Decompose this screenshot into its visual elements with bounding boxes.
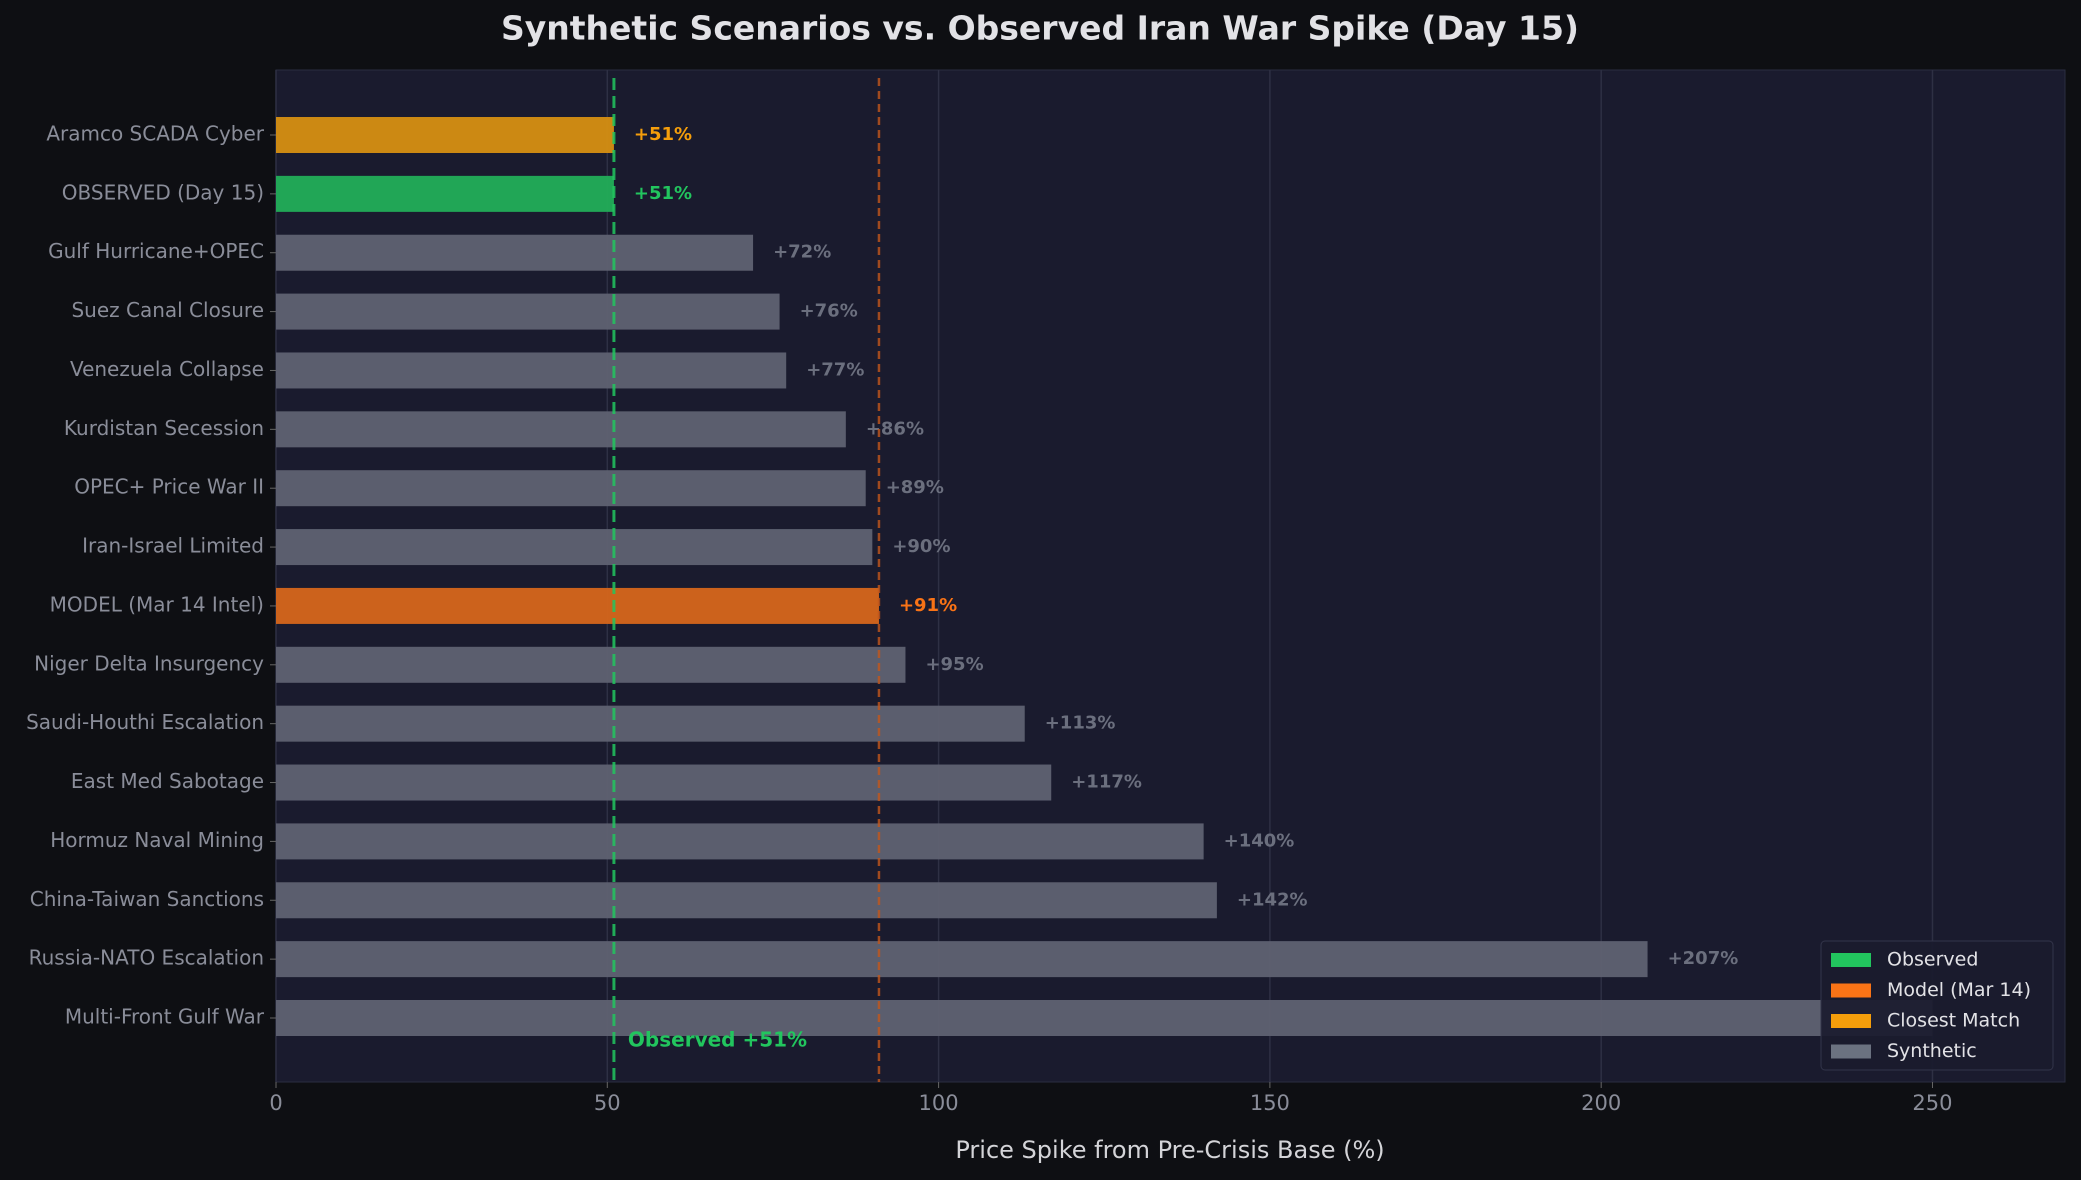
reference-label: Observed +51% [628,1028,807,1052]
legend-swatch [1831,983,1871,998]
x-tick-label: 150 [1250,1091,1290,1115]
x-tick-label: 200 [1581,1091,1621,1115]
y-tick-label: East Med Sabotage [71,769,264,793]
value-label: +140% [1224,830,1295,851]
legend-swatch [1831,1044,1871,1059]
y-tick-label: Saudi-Houthi Escalation [26,710,264,734]
bar [276,587,879,624]
y-tick-label: Iran-Israel Limited [82,534,264,558]
chart-title: Synthetic Scenarios vs. Observed Iran Wa… [501,9,1579,48]
value-label: +142% [1237,889,1308,910]
y-tick-label: MODEL (Mar 14 Intel) [50,592,264,616]
value-label: +207% [1668,948,1739,969]
bar [276,411,846,448]
value-label: +51% [634,183,692,204]
value-label: +72% [773,242,831,263]
legend-swatch [1831,1014,1871,1028]
x-tick-label: 100 [919,1091,959,1115]
legend-label: Closest Match [1887,1010,2020,1032]
bar [276,646,906,683]
legend-label: Model (Mar 14) [1887,979,2031,1001]
y-tick-label: Aramco SCADA Cyber [46,122,264,146]
bar [276,1000,1933,1036]
bar [276,941,1648,978]
bar [276,823,1204,860]
bar [276,117,614,153]
value-label: +51% [634,124,692,145]
legend-label: Synthetic [1887,1040,1977,1062]
value-label: +77% [806,359,864,380]
bar [276,234,754,271]
value-label: +76% [800,301,858,322]
y-tick-label: Gulf Hurricane+OPEC [48,239,264,263]
y-tick-label: Multi-Front Gulf War [65,1005,265,1029]
legend: Observed Model (Mar 14) Closest Match Synth… [1820,940,2054,1071]
plot-area [275,69,2066,1083]
y-tick-label: Kurdistan Secession [64,416,264,440]
value-label: +89% [886,477,944,498]
legend-box [1820,940,2054,1071]
y-tick-label: OBSERVED (Day 15) [62,180,264,204]
x-tick-label: 0 [269,1091,282,1115]
bar [276,470,866,507]
value-label: +117% [1071,772,1142,793]
legend-label: Observed [1887,949,1978,971]
legend-swatch [1831,953,1871,967]
y-tick-label: Venezuela Collapse [70,357,264,381]
bar [276,764,1052,801]
value-label: +95% [925,654,983,675]
x-tick-label: 250 [1912,1091,1952,1115]
y-tick-label: Niger Delta Insurgency [34,651,264,675]
y-tick-label: Hormuz Naval Mining [50,828,264,852]
bar [276,175,614,212]
x-axis-label: Price Spike from Pre-Crisis Base (%) [955,1136,1384,1164]
y-tick-label: OPEC+ Price War II [74,475,264,499]
bar [276,882,1217,919]
value-label: +90% [892,536,950,557]
x-tick-label: 50 [594,1091,621,1115]
bar [276,705,1025,742]
bar [276,293,780,330]
bar [276,529,873,566]
value-label: +113% [1045,713,1116,734]
y-tick-label: Russia-NATO Escalation [29,946,264,970]
value-label: +91% [899,595,957,616]
bar [276,352,787,389]
y-tick-label: Suez Canal Closure [71,298,264,322]
value-label: +86% [866,418,924,439]
y-tick-label: China-Taiwan Sanctions [30,887,264,911]
